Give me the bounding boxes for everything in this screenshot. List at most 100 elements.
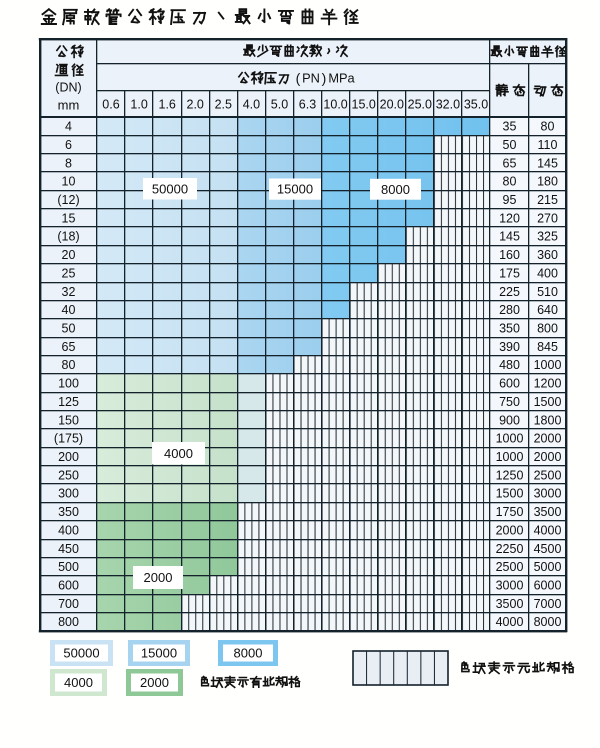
svg-text:8: 8 [65, 156, 72, 170]
svg-text:350: 350 [499, 322, 520, 336]
svg-text:15000: 15000 [277, 182, 313, 197]
svg-text:35: 35 [503, 120, 517, 134]
svg-text:120: 120 [499, 211, 520, 225]
svg-text:65: 65 [503, 156, 517, 170]
svg-text:5.0: 5.0 [271, 98, 288, 112]
svg-text:800: 800 [58, 615, 79, 629]
svg-text:8000: 8000 [234, 646, 263, 661]
svg-text:(: ( [296, 70, 301, 86]
svg-text:32.0: 32.0 [436, 98, 460, 112]
svg-text:4000: 4000 [164, 446, 193, 461]
svg-text:20.0: 20.0 [380, 98, 404, 112]
svg-text:): ) [322, 70, 327, 86]
svg-text:500: 500 [58, 560, 79, 574]
svg-text:2.0: 2.0 [187, 98, 204, 112]
svg-text:600: 600 [499, 377, 520, 391]
svg-text:2.5: 2.5 [215, 98, 232, 112]
svg-text:700: 700 [58, 597, 79, 611]
svg-text:3500: 3500 [496, 597, 524, 611]
svg-text:4.0: 4.0 [243, 98, 260, 112]
svg-text:65: 65 [62, 340, 76, 354]
svg-text:480: 480 [499, 358, 520, 372]
svg-text:4: 4 [65, 120, 72, 134]
svg-text:2000: 2000 [496, 523, 524, 537]
svg-text:350: 350 [58, 505, 79, 519]
svg-text:250: 250 [58, 468, 79, 482]
svg-text:640: 640 [537, 303, 558, 317]
svg-text:325: 325 [537, 230, 558, 244]
svg-text:1500: 1500 [496, 487, 524, 501]
svg-text:1000: 1000 [534, 358, 562, 372]
svg-text:1200: 1200 [534, 377, 562, 391]
svg-text:7000: 7000 [534, 597, 562, 611]
svg-text:25: 25 [62, 266, 76, 280]
svg-text:80: 80 [62, 358, 76, 372]
svg-text:180: 180 [537, 175, 558, 189]
svg-text:35.0: 35.0 [464, 98, 488, 112]
svg-text:200: 200 [58, 450, 79, 464]
svg-text:8000: 8000 [381, 182, 410, 197]
svg-text:5000: 5000 [534, 560, 562, 574]
svg-text:(12): (12) [57, 193, 79, 207]
svg-text:32: 32 [62, 285, 76, 299]
svg-text:25.0: 25.0 [408, 98, 432, 112]
svg-text:1.6: 1.6 [159, 98, 176, 112]
svg-text:80: 80 [503, 175, 517, 189]
svg-text:400: 400 [537, 266, 558, 280]
svg-text:160: 160 [499, 248, 520, 262]
svg-text:10: 10 [62, 175, 76, 189]
svg-text:6: 6 [65, 138, 72, 152]
svg-text:3000: 3000 [534, 487, 562, 501]
svg-text:1000: 1000 [496, 432, 524, 446]
svg-text:10.0: 10.0 [323, 98, 347, 112]
svg-text:50: 50 [62, 322, 76, 336]
svg-text:1000: 1000 [496, 450, 524, 464]
svg-text:80: 80 [541, 120, 555, 134]
svg-text:125: 125 [58, 395, 79, 409]
svg-text:1500: 1500 [534, 395, 562, 409]
svg-text:2500: 2500 [534, 468, 562, 482]
svg-text:215: 215 [537, 193, 558, 207]
svg-text:(18): (18) [57, 230, 79, 244]
svg-text:750: 750 [499, 395, 520, 409]
svg-text:1250: 1250 [496, 468, 524, 482]
svg-text:15: 15 [62, 211, 76, 225]
svg-text:2000: 2000 [144, 570, 173, 585]
svg-text:300: 300 [58, 487, 79, 501]
svg-text:150: 150 [58, 413, 79, 427]
svg-text:4000: 4000 [64, 675, 93, 690]
svg-text:(DN): (DN) [55, 81, 81, 95]
svg-text:600: 600 [58, 579, 79, 593]
svg-text:280: 280 [499, 303, 520, 317]
svg-text:15000: 15000 [141, 646, 177, 661]
svg-text:3500: 3500 [534, 505, 562, 519]
svg-text:0.6: 0.6 [102, 98, 119, 112]
svg-text:2000: 2000 [534, 432, 562, 446]
svg-text:390: 390 [499, 340, 520, 354]
svg-text:270: 270 [537, 211, 558, 225]
svg-text:20: 20 [62, 248, 76, 262]
svg-text:50000: 50000 [63, 646, 99, 661]
svg-text:450: 450 [58, 542, 79, 556]
svg-text:95: 95 [503, 193, 517, 207]
svg-text:(175): (175) [54, 432, 83, 446]
svg-text:1750: 1750 [496, 505, 524, 519]
svg-text:6000: 6000 [534, 579, 562, 593]
svg-text:900: 900 [499, 413, 520, 427]
svg-text:50: 50 [503, 138, 517, 152]
svg-text:800: 800 [537, 322, 558, 336]
svg-text:360: 360 [537, 248, 558, 262]
svg-text:MPa: MPa [328, 71, 355, 86]
svg-text:4000: 4000 [496, 615, 524, 629]
svg-text:110: 110 [538, 138, 558, 152]
svg-text:845: 845 [537, 340, 558, 354]
svg-text:225: 225 [499, 285, 520, 299]
svg-text:2000: 2000 [534, 450, 562, 464]
svg-text:4500: 4500 [534, 542, 562, 556]
svg-text:510: 510 [537, 285, 558, 299]
svg-text:PN: PN [302, 71, 320, 86]
svg-text:2250: 2250 [496, 542, 524, 556]
svg-text:8000: 8000 [534, 615, 562, 629]
svg-text:2500: 2500 [496, 560, 524, 574]
svg-text:400: 400 [58, 523, 79, 537]
